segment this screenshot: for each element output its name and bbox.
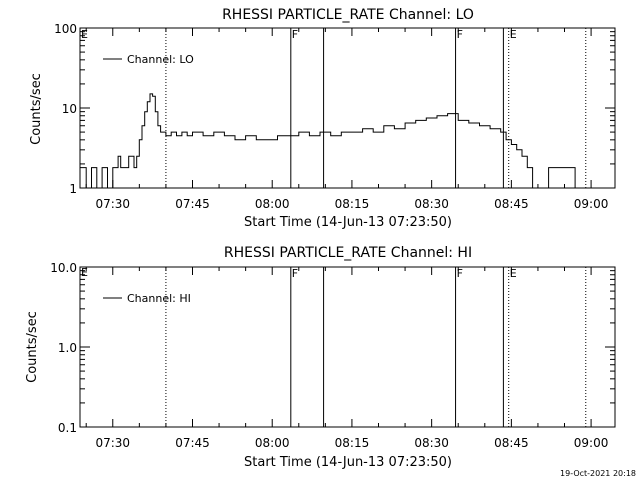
lo-y-tick-label: 100 <box>54 22 77 36</box>
hi-chart-title: RHESSI PARTICLE_RATE Channel: HI <box>224 245 472 261</box>
lo-x-tick-label: 09:00 <box>574 197 609 211</box>
lo-chart-title: RHESSI PARTICLE_RATE Channel: LO <box>222 7 474 23</box>
hi-y-tick-label: 1.0 <box>58 341 77 355</box>
lo-marker-label: E <box>510 28 517 41</box>
hi-x-tick-label: 07:45 <box>175 436 210 450</box>
lo-x-tick-label: 08:15 <box>335 197 370 211</box>
lo-legend-label: Channel: LO <box>127 53 194 66</box>
hi-marker-label: E <box>510 267 517 280</box>
hi-marker-label: F <box>292 267 298 280</box>
hi-channel-panel: RHESSI PARTICLE_RATE Channel: HI Counts/… <box>25 245 616 470</box>
lo-marker-label: F <box>457 28 463 41</box>
hi-corner-label: E <box>81 266 88 279</box>
hi-x-tick-label: 08:30 <box>414 436 449 450</box>
lo-x-tick-label: 08:30 <box>414 197 449 211</box>
hi-y-axis-label: Counts/sec <box>25 311 40 383</box>
lo-x-tick-label: 08:00 <box>255 197 290 211</box>
footer-timestamp: 19-Oct-2021 20:18 <box>560 469 636 478</box>
hi-x-axis-label: Start Time (14-Jun-13 07:23:50) <box>244 455 452 470</box>
lo-y-tick-label: 1 <box>69 182 77 196</box>
lo-plot-frame <box>79 27 616 189</box>
hi-legend-label: Channel: HI <box>127 292 191 305</box>
hi-y-tick-label: 10.0 <box>50 261 77 275</box>
lo-x-tick-label: 07:30 <box>95 197 130 211</box>
lo-x-tick-label: 07:45 <box>175 197 210 211</box>
hi-x-tick-label: 08:15 <box>335 436 370 450</box>
lo-x-axis-label: Start Time (14-Jun-13 07:23:50) <box>244 215 452 230</box>
hi-x-tick-label: 08:00 <box>255 436 290 450</box>
hi-x-tick-label: 08:45 <box>494 436 529 450</box>
lo-x-tick-label: 08:45 <box>494 197 529 211</box>
lo-corner-label: E <box>81 28 88 41</box>
hi-x-tick-label: 09:00 <box>574 436 609 450</box>
lo-marker-label: F <box>292 28 298 41</box>
lo-channel-panel: RHESSI PARTICLE_RATE Channel: LO Counts/… <box>29 7 616 230</box>
lo-y-axis-label: Counts/sec <box>29 73 44 145</box>
hi-marker-label: F <box>457 267 463 280</box>
lo-y-tick-label: 10 <box>62 102 77 116</box>
hi-x-tick-label: 07:30 <box>95 436 130 450</box>
hi-y-tick-label: 0.1 <box>58 421 77 435</box>
hi-plot-frame <box>79 266 616 428</box>
lo-series-line <box>80 93 581 189</box>
